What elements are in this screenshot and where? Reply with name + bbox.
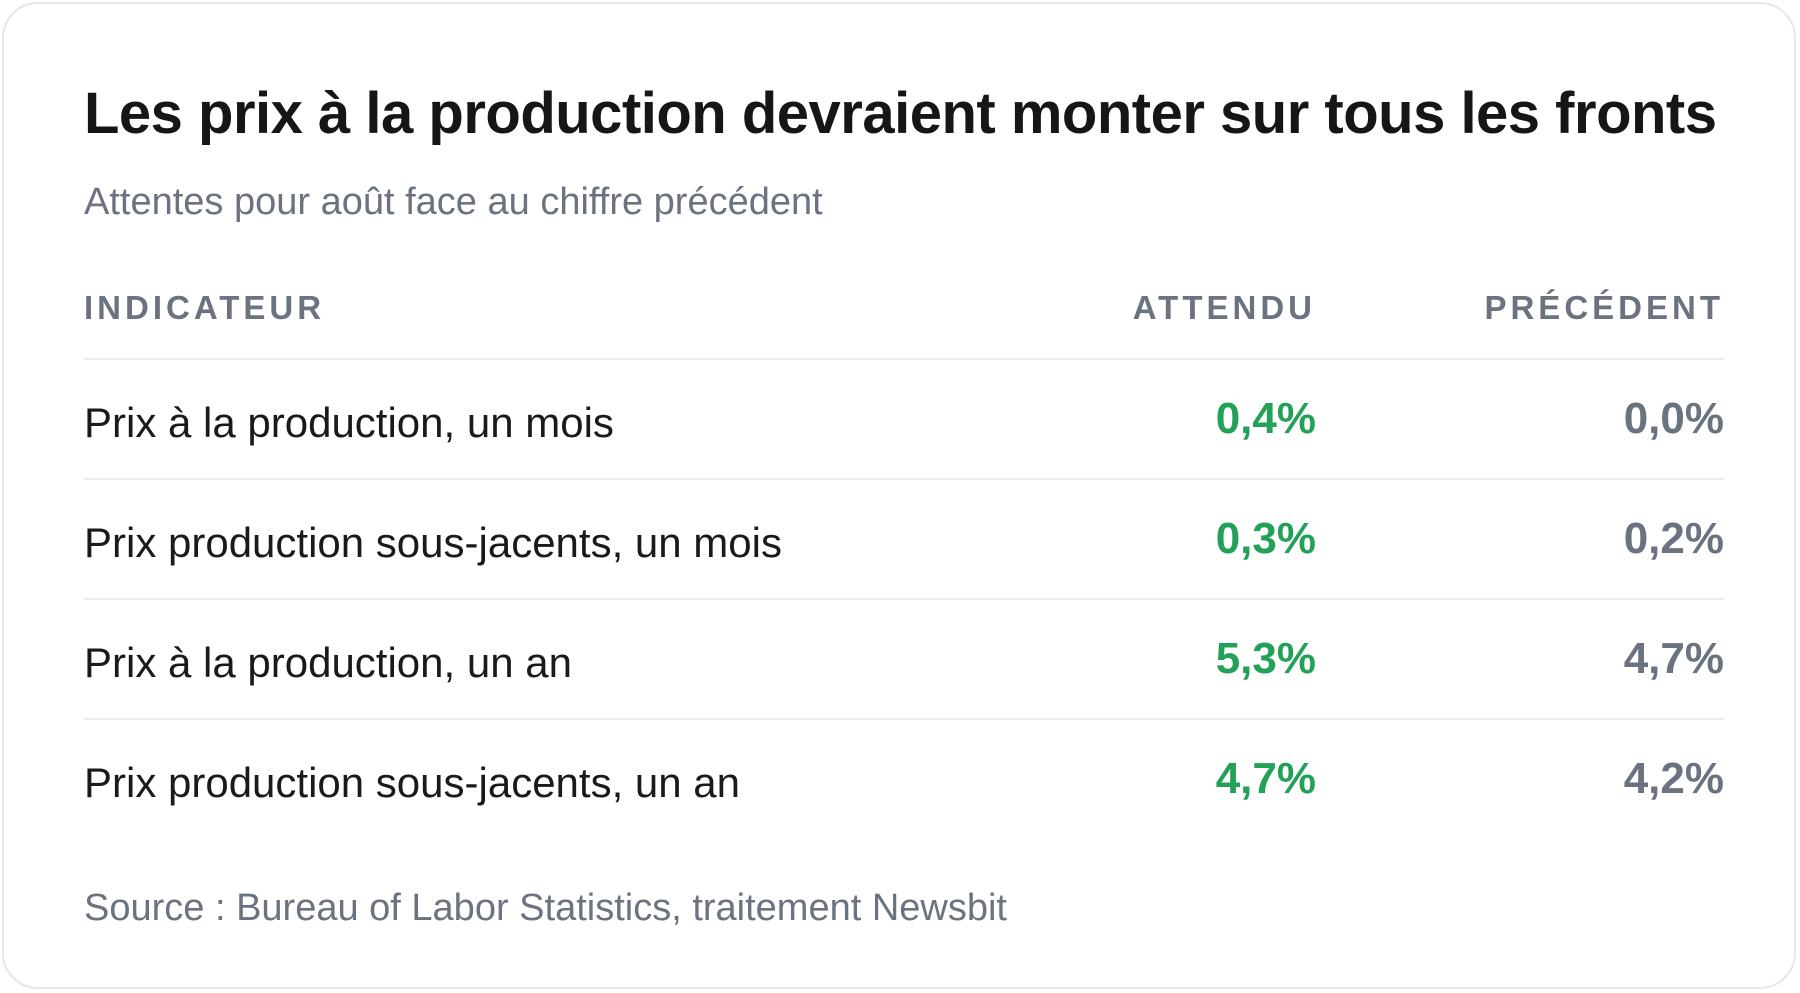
source-note: Source : Bureau of Labor Statistics, tra…	[84, 887, 1007, 929]
expected-value: 4,7%	[1215, 754, 1316, 803]
chart-subtitle: Attentes pour août face au chiffre précé…	[84, 181, 823, 223]
expected-value: 0,3%	[1215, 514, 1316, 563]
table-row: Prix à la production, un mois 0,4% 0,0%	[84, 360, 1724, 478]
previous-value: 0,2%	[1623, 514, 1724, 563]
expected-value: 5,3%	[1215, 634, 1316, 683]
column-header-expected: ATTENDU	[1132, 289, 1316, 326]
row-label: Prix à la production, un an	[84, 639, 572, 686]
row-divider	[84, 478, 1724, 480]
chart-title: Les prix à la production devraient monte…	[84, 81, 1717, 146]
header-divider	[84, 358, 1724, 360]
previous-value: 4,7%	[1623, 634, 1724, 683]
previous-value: 4,2%	[1623, 754, 1724, 803]
column-header-previous: PRÉCÉDENT	[1484, 289, 1724, 326]
row-label: Prix production sous-jacents, un an	[84, 759, 741, 806]
table-row: Prix à la production, un an 5,3% 4,7%	[84, 600, 1724, 718]
table-row: Prix production sous-jacents, un mois 0,…	[84, 480, 1724, 598]
row-label: Prix production sous-jacents, un mois	[84, 519, 782, 566]
table-row: Prix production sous-jacents, un an 4,7%…	[84, 720, 1724, 838]
expected-value: 0,4%	[1215, 394, 1316, 443]
row-divider	[84, 718, 1724, 720]
column-header-indicator: INDICATEUR	[84, 289, 326, 326]
previous-value: 0,0%	[1623, 394, 1724, 443]
row-label: Prix à la production, un mois	[84, 399, 614, 446]
row-divider	[84, 598, 1724, 600]
